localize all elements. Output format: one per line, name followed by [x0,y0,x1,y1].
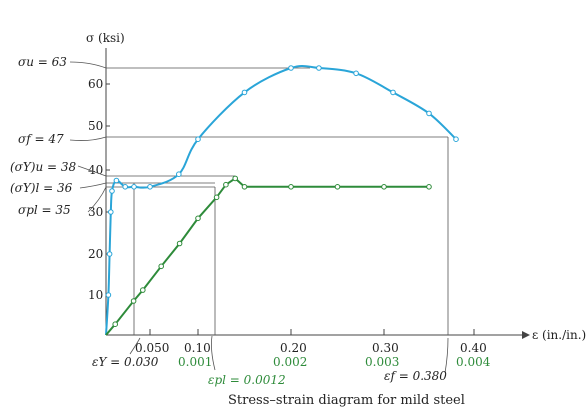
x-tick-labels-upper: 0.050 0.10 0.20 0.30 0.40 [135,341,487,355]
x-ticks [149,329,475,335]
x-tick-label: 0.30 [372,341,399,355]
annotation-eps-f: εf = 0.380 [384,369,447,383]
x-tick-label: 0.004 [456,355,491,369]
series-line-lower [105,177,429,336]
series-point-upper [105,292,112,298]
series-point-lower [176,240,183,247]
series-point-lower [130,298,137,304]
series-point-upper [453,136,459,142]
series-point-upper [195,136,201,142]
series-point-upper [131,184,137,190]
leader-sigma-f [69,136,107,141]
x-axis-label: ε (in./in.) [532,328,586,342]
series-point-lower [140,287,146,293]
series-point-upper [353,70,359,77]
reference-lines [69,61,449,374]
series-point-upper [316,65,322,71]
leader-pl [87,186,107,213]
series-point-lower [213,194,220,201]
leader-sigma-u [69,61,107,69]
series-point-upper [426,110,432,117]
series-layer [105,64,459,336]
series-point-upper [390,89,396,96]
annotation-eps-pl: εpl = 0.0012 [208,373,286,387]
series-point-lower [334,184,341,190]
series-line-upper [105,64,457,336]
series-point-upper [122,184,128,190]
annotation-sigma-f: σf = 47 [18,132,64,146]
series-point-lower [241,184,248,190]
leader-eps-y [129,337,141,355]
series-point-upper [241,89,248,96]
series-point-upper [288,65,294,71]
annotation-sigma-y-l: (σY)l = 36 [10,181,73,195]
series-point-lower [381,184,387,190]
y-tick-label: 60 [88,77,103,91]
series-point-lower [232,175,238,182]
y-tick-label: 10 [88,288,103,302]
series-point-upper [176,171,182,177]
series-point-lower [158,263,164,270]
x-tick-label: 0.003 [365,355,399,369]
y-tick-label: 50 [88,119,103,133]
leader-yield-l [79,182,107,189]
series-point-lower [288,184,294,190]
x-tick-label: 0.40 [460,341,487,355]
y-tick-label: 30 [88,205,103,219]
series-point-upper [109,188,115,194]
annotation-sigma-u: σu = 63 [18,55,67,69]
leader-eps-pl [211,335,216,371]
y-tick-labels: 10 20 30 40 50 60 [88,77,103,302]
figure-caption: Stress–strain diagram for mild steel [228,393,465,408]
y-axis-label: σ (ksi) [86,31,125,45]
y-tick-label: 20 [88,247,103,261]
series-point-lower [112,321,118,328]
series-point-upper [106,251,113,257]
x-axis-arrow [522,331,530,339]
series-point-lower [195,215,201,222]
series-point-lower [426,184,432,190]
x-tick-label: 0.001 [178,355,212,369]
series-point-upper [113,177,120,184]
x-tick-labels-lower: 0.001 0.002 0.003 0.004 [178,355,491,369]
leader-eps-f [444,337,449,374]
series-point-lower [223,181,229,188]
x-tick-label: 0.002 [273,355,307,369]
annotation-sigma-pl: σpl = 35 [18,203,71,217]
x-tick-label: 0.10 [184,341,211,355]
annotation-sigma-y-u: (σY)u = 38 [10,160,77,174]
series-point-upper [108,209,114,215]
x-tick-label: 0.20 [280,341,307,355]
series-point-upper [147,184,153,190]
annotation-eps-y: εY = 0.030 [92,355,159,369]
x-tick-label: 0.050 [135,341,169,355]
leader-yield-u [77,165,107,177]
